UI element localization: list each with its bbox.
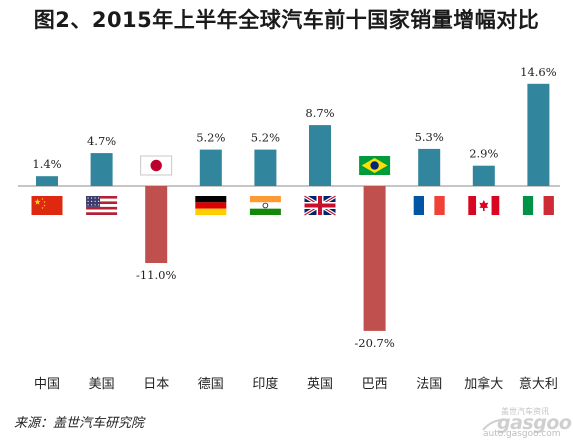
value-label-2: 4.7% [87,134,116,148]
category-label-9: 加拿大 [464,376,503,392]
bar-7 [363,186,386,331]
bar-1 [36,176,58,186]
value-label-9: 2.9% [469,147,498,161]
watermark-logo: gasgoo [497,412,572,434]
value-label-6: 8.7% [305,106,334,120]
category-label-6: 英国 [307,377,333,392]
bar-3 [145,186,168,263]
value-label-10: 14.6% [520,65,557,79]
bar-4 [199,149,222,186]
watermark-top-text: 盖世汽车资讯 [501,407,549,416]
value-label-1: 1.4% [32,157,61,171]
category-label-1: 中国 [34,377,60,392]
china-flag [31,196,63,215]
swoosh-icon [482,418,510,431]
brazil-flag [359,156,391,175]
chart-title: 图2、2015年上半年全球汽车前十国家销量增幅对比 [33,8,540,32]
category-label-8: 法国 [416,377,442,392]
value-label-3: -11.0% [136,268,176,282]
bar-9 [472,165,495,186]
source-note: 来源：盖世汽车研究院 [14,416,145,431]
bar-2 [90,153,113,186]
italy-flag [522,196,554,215]
gasgoo-watermark: 盖世汽车资讯 gasgoo auto.gasgoo.com [481,404,572,440]
value-label-5: 5.2% [251,131,280,145]
category-label-4: 德国 [198,377,224,392]
value-label-7: -20.7% [354,336,394,350]
category-label-10: 意大利 [519,376,558,392]
france-flag [413,196,445,215]
watermark-url: auto.gasgoo.com [483,429,561,439]
usa-flag [86,196,118,215]
category-label-5: 印度 [252,376,278,392]
category-label-3: 日本 [143,377,169,392]
canada-flag [468,196,500,215]
category-label-7: 巴西 [362,377,388,392]
bar-8 [418,148,441,186]
bar-5 [254,149,277,186]
value-label-8: 5.3% [415,130,444,144]
value-label-4: 5.2% [196,131,225,145]
bar-6 [309,125,331,186]
japan-flag [140,155,173,176]
bar-10 [527,83,550,186]
category-label-2: 美国 [89,377,115,392]
uk-flag [303,194,337,217]
germany-flag [195,196,227,215]
india-flag [249,196,281,215]
